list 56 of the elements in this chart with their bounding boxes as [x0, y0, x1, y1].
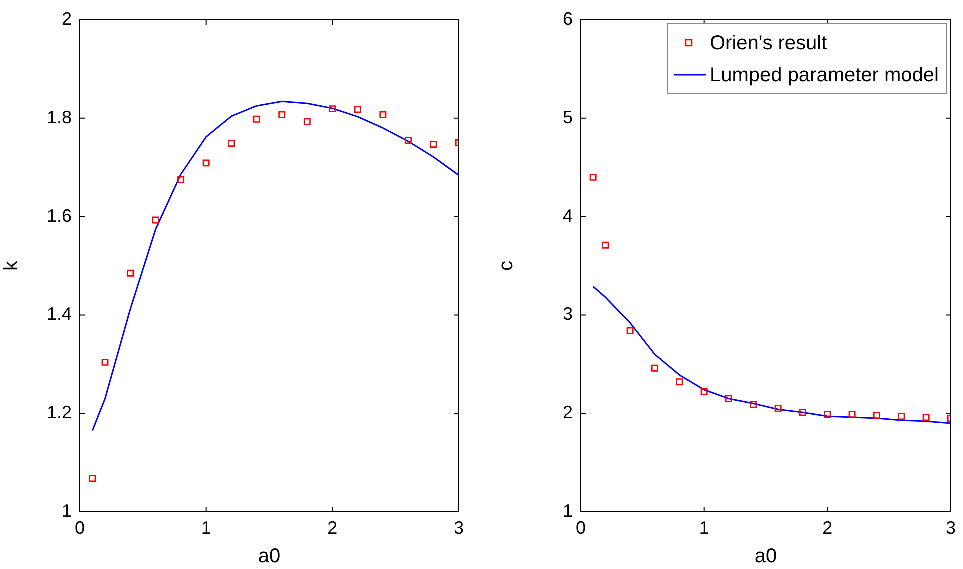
- y-tick-label: 1: [62, 500, 72, 521]
- y-tick-label: 1: [562, 500, 573, 521]
- point: [127, 270, 134, 277]
- point: [676, 378, 684, 386]
- x-tick-label: 0: [576, 518, 586, 538]
- point: [848, 411, 856, 418]
- y-tick-label: 4: [562, 206, 573, 226]
- point: [726, 395, 732, 402]
- point: [253, 116, 260, 123]
- point: [354, 106, 362, 114]
- legend-label: Orien's result: [710, 32, 828, 55]
- y-tick-label: 1.2: [46, 402, 72, 423]
- point: [800, 409, 806, 416]
- y-tick-label: 2: [562, 402, 573, 423]
- x-axis-title: a0: [258, 546, 281, 568]
- point: [602, 242, 610, 249]
- x-tick-label: 1: [699, 518, 710, 538]
- point: [898, 413, 906, 420]
- x-tick-label: 3: [454, 518, 464, 538]
- y-tick-label: 1.8: [46, 107, 72, 128]
- y-axis-title: c: [496, 261, 518, 271]
- point: [700, 388, 708, 396]
- x-tick-label: 3: [946, 518, 956, 538]
- point: [102, 358, 109, 366]
- point: [304, 118, 311, 126]
- x-tick-label: 2: [328, 518, 338, 538]
- point: [89, 475, 96, 482]
- point: [430, 141, 438, 148]
- point: [202, 160, 210, 167]
- point: [178, 176, 185, 184]
- point: [750, 401, 758, 408]
- y-axis-title: k: [0, 260, 23, 271]
- point: [874, 412, 880, 420]
- x-tick-label: 1: [201, 518, 212, 538]
- point: [278, 111, 286, 118]
- y-tick-label: 1.6: [46, 206, 72, 226]
- point: [652, 364, 658, 372]
- x-tick-label: 0: [74, 518, 86, 538]
- y-tick-label: 2: [62, 8, 72, 29]
- y-tick-label: 6: [562, 8, 573, 29]
- point: [380, 111, 387, 118]
- point: [774, 405, 782, 412]
- x-tick-label: 2: [822, 518, 833, 538]
- point: [922, 414, 930, 422]
- point: [626, 327, 634, 334]
- x-axis-title: a0: [754, 546, 778, 568]
- point: [228, 140, 236, 147]
- point: [590, 174, 597, 181]
- legend-label: Lumped parameter model: [710, 64, 939, 87]
- y-tick-label: 3: [562, 304, 573, 324]
- point: [404, 137, 412, 144]
- point: [152, 216, 160, 224]
- y-tick-label: 5: [562, 107, 573, 128]
- point: [824, 411, 832, 418]
- y-tick-label: 1.4: [46, 304, 72, 324]
- point: [329, 106, 336, 113]
